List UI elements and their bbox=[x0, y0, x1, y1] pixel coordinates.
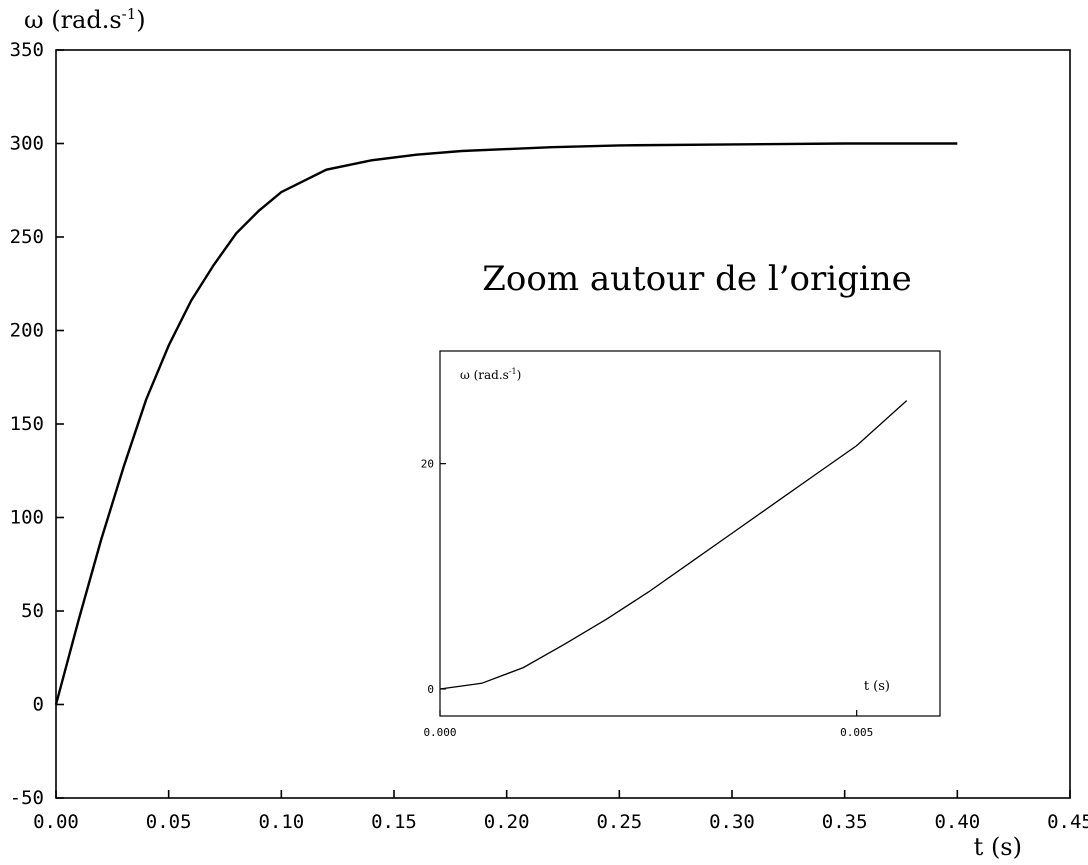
main-y-tick-label: 0 bbox=[33, 694, 44, 716]
main-y-tick-label: 250 bbox=[10, 226, 44, 248]
inset-y-tick-label: 0 bbox=[427, 683, 434, 696]
main-y-axis-label: ω (rad.s-1) bbox=[24, 5, 146, 34]
main-y-tick-label: 150 bbox=[10, 413, 44, 435]
main-x-axis-label: t (s) bbox=[974, 833, 1022, 860]
main-y-axis-label-text: ω (rad.s bbox=[24, 6, 122, 34]
main-plot-frame bbox=[55, 49, 1071, 799]
main-ticks: 0.00 0.05 0.10 0.15 0.20 0.25 0.30 0.35 0.40 0.45… bbox=[10, 39, 1088, 833]
main-x-tick-label: 0.25 bbox=[596, 811, 642, 833]
main-x-tick-label: 0.10 bbox=[258, 811, 304, 833]
inset-plot-frame bbox=[439, 350, 941, 717]
inset-y-axis-label-sup: -1 bbox=[509, 367, 517, 376]
main-x-tick-label: 0.30 bbox=[709, 811, 755, 833]
main-x-tick-label: 0.15 bbox=[371, 811, 417, 833]
main-x-tick-label: 0.05 bbox=[146, 811, 192, 833]
inset-y-axis-label: ω (rad.s-1) bbox=[460, 367, 521, 382]
inset-axes bbox=[439, 350, 941, 717]
main-x-tick-label: 0.00 bbox=[33, 811, 79, 833]
main-x-tick-label: 0.40 bbox=[934, 811, 980, 833]
inset-x-axis-label: t (s) bbox=[864, 679, 890, 694]
main-y-tick-label: 50 bbox=[21, 600, 44, 622]
inset-y-tick-label: 20 bbox=[421, 458, 434, 471]
inset-series-line bbox=[439, 400, 908, 690]
main-y-tick-label: 200 bbox=[10, 320, 44, 342]
main-axes bbox=[55, 49, 1071, 799]
main-y-axis-label-sup: -1 bbox=[122, 5, 137, 23]
main-y-tick-label: 300 bbox=[10, 133, 44, 155]
main-x-tick-label: 0.35 bbox=[822, 811, 868, 833]
main-x-tick-label: 0.45 bbox=[1047, 811, 1088, 833]
inset-x-tick-label: 0.000 bbox=[423, 726, 456, 739]
main-y-axis-label-close: ) bbox=[136, 6, 145, 34]
main-x-tick-label: 0.20 bbox=[484, 811, 530, 833]
inset-y-axis-label-close: ) bbox=[517, 368, 522, 382]
inset-x-tick-label: 0.005 bbox=[840, 726, 873, 739]
main-y-tick-label: 100 bbox=[10, 507, 44, 529]
inset-title: Zoom autour de l’origine bbox=[482, 259, 912, 299]
main-y-tick-label: -50 bbox=[10, 787, 44, 809]
main-y-tick-label: 350 bbox=[10, 39, 44, 61]
inset-ticks: 0.000 0.005 0 20 bbox=[421, 458, 873, 739]
inset-y-axis-label-text: ω (rad.s bbox=[460, 368, 509, 382]
main-series-line bbox=[54, 142, 958, 705]
